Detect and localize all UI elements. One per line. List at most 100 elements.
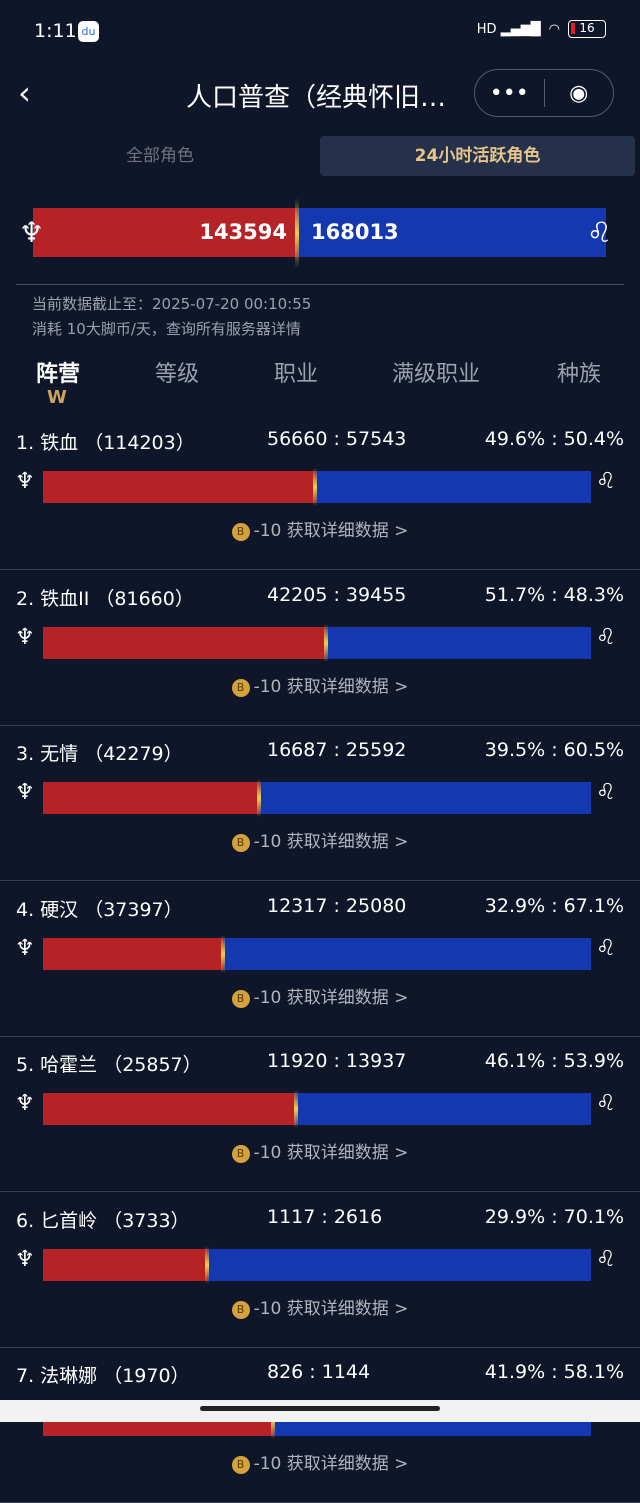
alliance-fill [207,1248,591,1281]
faction-percentages: 32.9% : 67.1% [484,894,624,917]
server-row: 1. 铁血 （114203） 56660 : 57543 49.6% : 50.… [0,415,640,570]
alliance-emblem-icon: ♌ [586,216,612,249]
data-info: 当前数据截止至：2025-07-20 00:10:55 消耗 10大脚币/天，查… [32,292,311,342]
faction-counts: 11920 : 13937 [267,1050,407,1072]
coin-icon: B [231,1300,250,1319]
alliance-emblem-icon: ♌ [596,469,616,494]
alliance-emblem-icon: ♌ [596,1091,616,1116]
faction-percentages: 29.9% : 70.1% [484,1205,624,1228]
divider-marker [205,1245,209,1284]
alliance-fill [326,626,591,659]
alliance-fill [315,471,591,503]
horde-emblem-icon: ♆ [15,935,35,961]
horde-fill [33,208,297,257]
get-details-link[interactable]: B -10 获取详细数据 > [0,1138,640,1163]
row-divider [0,724,640,726]
server-name: 6. 匕首岭 （3733） [16,1209,190,1232]
tab-faction[interactable]: 阵营 [36,362,81,387]
faction-percentages: 46.1% : 53.9% [484,1050,624,1072]
miniprogram-capsule: ••• ◉ [474,69,614,117]
faction-ratio-bar [43,1245,591,1284]
horde-fill [43,782,259,814]
nav-bar: ‹ 人口普查（经典怀旧… ••• ◉ [0,66,640,122]
get-details-link[interactable]: B -10 获取详细数据 > [0,983,640,1008]
horde-emblem-icon: ♆ [15,780,35,805]
divider-marker [324,623,328,662]
get-details-link[interactable]: B -10 获取详细数据 > [0,1294,640,1319]
home-indicator-bar [0,1400,640,1422]
faction-percentages: 49.6% : 50.4% [484,428,624,450]
signal-icon: HD ▂▄▆█ [476,21,541,37]
horde-fill [43,626,326,659]
server-name: 1. 铁血 （114203） [16,432,195,454]
server-row: 2. 铁血II （81660） 42205 : 39455 51.7% : 48… [0,571,640,726]
divider-marker [313,468,317,506]
horde-fill [43,1093,296,1125]
close-button[interactable]: ◉ [569,80,589,106]
battery-icon: 16 [568,20,606,38]
server-name: 3. 无情 （42279） [16,743,183,765]
server-name: 5. 哈霍兰 （25857） [16,1054,202,1076]
server-name: 4. 硬汉 （37397） [16,898,183,921]
faction-ratio-bar [43,934,591,973]
alliance-emblem-icon: ♌ [596,624,616,650]
server-row: 5. 哈霍兰 （25857） 11920 : 13937 46.1% : 53.… [0,1037,640,1192]
server-row: 7. 法琳娜 （1970） 826 : 1144 41.9% : 58.1% ♆… [0,1348,640,1503]
cost-note: 消耗 10大脚币/天，查询所有服务器详情 [32,320,301,338]
horde-emblem-icon: ♆ [15,1091,35,1116]
coin-icon: B [231,678,250,697]
coin-icon: B [231,834,250,852]
faction-counts: 42205 : 39455 [267,583,407,606]
coin-icon: B [231,1145,250,1163]
alliance-emblem-icon: ♌ [596,935,616,961]
faction-percentages: 41.9% : 58.1% [484,1361,624,1383]
alliance-fill [296,1093,591,1125]
get-details-link[interactable]: B -10 获取详细数据 > [0,1449,640,1474]
row-divider [0,1346,640,1348]
horde-fill [43,471,315,503]
faction-counts: 12317 : 25080 [267,894,407,917]
coin-icon: B [231,523,250,541]
more-button[interactable]: ••• [489,80,529,106]
divider [16,284,624,285]
tab-all-roles[interactable]: 全部角色 [126,146,194,166]
horde-emblem-icon: ♆ [15,624,35,650]
horde-total: 143594 [199,220,287,244]
horde-emblem-icon: ♆ [19,216,45,249]
get-details-link[interactable]: B -10 获取详细数据 > [0,827,640,852]
home-indicator[interactable] [200,1406,440,1411]
divider-marker [294,1090,298,1128]
row-divider [0,1191,640,1192]
horde-fill [43,1248,207,1281]
alliance-total: 168013 [311,220,399,244]
tab-max-level-class[interactable]: 满级职业 [392,362,481,387]
faction-counts: 826 : 1144 [267,1361,371,1383]
faction-percentages: 51.7% : 48.3% [484,583,624,606]
tab-race[interactable]: 种族 [557,362,602,387]
server-name: 2. 铁血II （81660） [16,587,194,610]
alliance-fill [259,782,591,814]
wifi-icon: ◠ [548,21,560,37]
faction-ratio-bar [43,779,591,817]
get-details-link[interactable]: B -10 获取详细数据 > [0,516,640,541]
divider-marker [295,198,299,268]
back-icon[interactable]: ‹ [18,74,31,112]
get-details-link[interactable]: B -10 获取详细数据 > [0,672,640,697]
row-divider [0,880,640,881]
coin-icon: B [231,1456,250,1474]
tab-class[interactable]: 职业 [274,362,319,387]
horde-emblem-icon: ♆ [15,469,35,494]
faction-ratio-bar [43,1090,591,1128]
faction-ratio-bar [43,623,591,662]
clock: 1:11 [34,20,77,42]
faction-counts: 56660 : 57543 [267,428,407,450]
server-name: 7. 法琳娜 （1970） [16,1365,190,1387]
alliance-fill [297,208,606,257]
status-bar: 1:11 du HD ▂▄▆█ ◠ 16 [0,0,640,60]
total-faction-bar: 143594 168013 ♆ ♌ [19,198,612,268]
page-title: 人口普查（经典怀旧… [186,83,447,113]
role-segment: 全部角色 24小时活跃角色 [0,136,640,176]
tab-level[interactable]: 等级 [155,362,200,387]
tab-active-roles[interactable]: 24小时活跃角色 [320,136,635,176]
baidu-app-icon: du [78,21,99,42]
